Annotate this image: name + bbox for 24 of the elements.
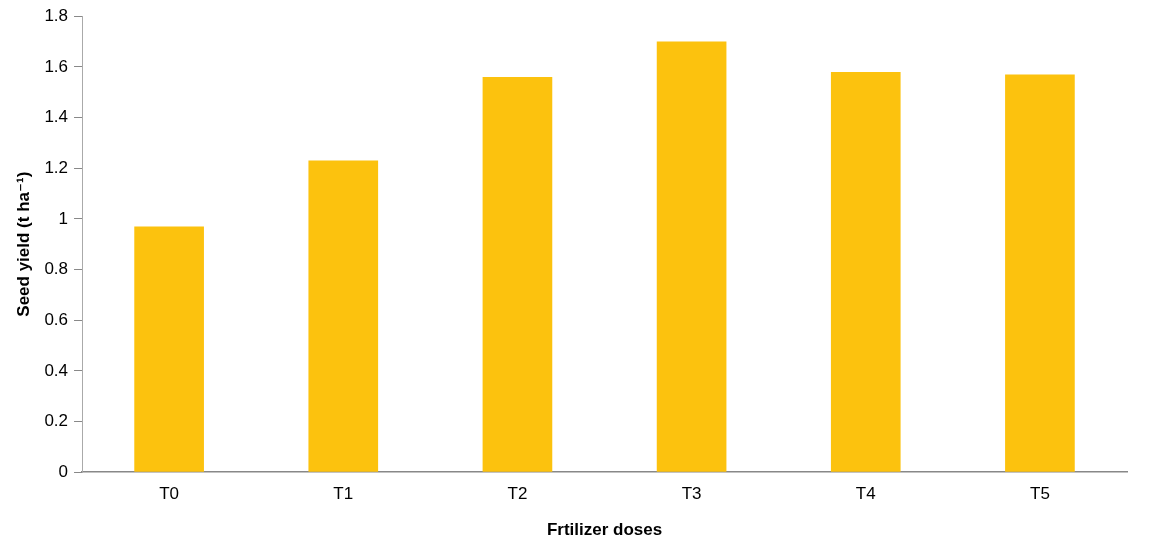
x-tick-label: T2 (507, 484, 528, 504)
y-tick-label: 0 (58, 461, 69, 481)
y-tick-label: 1.2 (44, 157, 69, 177)
bar (482, 77, 553, 472)
y-tick-label: 1 (58, 208, 69, 228)
x-axis-title: Frtilizer doses (546, 520, 663, 540)
y-axis-title: Seed yield (t ha⁻¹) (13, 171, 33, 317)
x-tick-label: T4 (855, 484, 876, 504)
bar (308, 160, 379, 472)
x-tick-label: T5 (1030, 484, 1050, 504)
y-tick-label: 0.4 (44, 360, 69, 380)
x-tick-label: T1 (333, 484, 354, 504)
y-tick-label: 1.8 (44, 5, 69, 25)
y-tick-label: 1.4 (44, 107, 69, 127)
bar (830, 71, 901, 472)
y-tick-label: 1.6 (44, 56, 69, 76)
y-tick-label: 0.8 (44, 259, 69, 279)
bar (656, 41, 727, 472)
x-tick-label: T3 (681, 484, 702, 504)
y-tick-label: 0.2 (44, 411, 69, 431)
bar (134, 226, 204, 472)
bar (1005, 74, 1075, 472)
x-tick-label: T0 (159, 484, 180, 504)
y-tick-label: 0.6 (44, 309, 69, 329)
